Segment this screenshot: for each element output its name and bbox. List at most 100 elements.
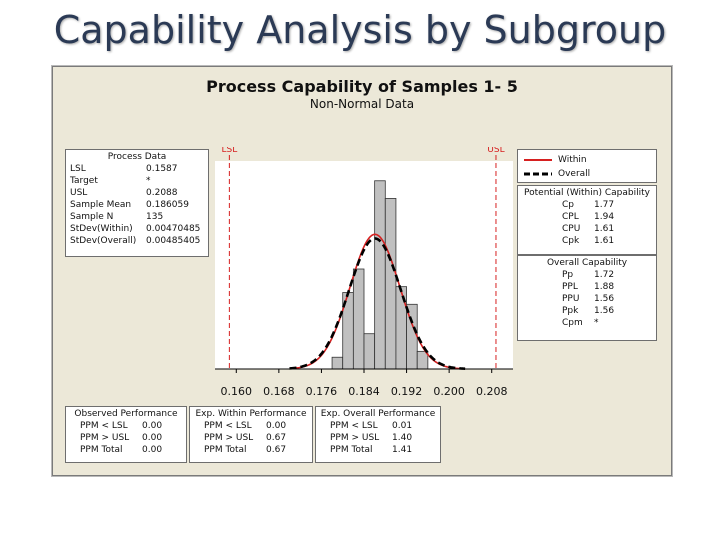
stat-row: LSL 0.1587 [66, 163, 208, 175]
stat-value: 1.94 [594, 212, 615, 222]
exp-within-performance-box: Exp. Within Performance PPM < LSL 0.00 PPM… [189, 406, 313, 463]
stat-value: 1.72 [594, 270, 615, 280]
curve-within [289, 233, 466, 370]
stat-row: PPM > USL 0.67 [190, 432, 312, 444]
histogram-plot: LSL USL [215, 147, 513, 373]
stat-row: Cpk 1.61 [518, 235, 656, 247]
stat-label: PPM > USL [330, 433, 380, 443]
stat-row: PPM > USL 0.00 [66, 432, 186, 444]
stat-row: Ppk 1.56 [518, 305, 656, 317]
stat-value: 1.88 [594, 282, 615, 292]
histogram-bar [374, 180, 386, 370]
stat-value: 1.41 [392, 445, 413, 455]
stat-row: Target * [66, 175, 208, 187]
stat-row: Sample N 135 [66, 211, 208, 223]
stat-value: 1.61 [594, 236, 615, 246]
stat-label: PPU [562, 294, 580, 304]
stat-label: PPM Total [80, 445, 123, 455]
stat-label: LSL [70, 164, 86, 174]
stat-label: PPM Total [204, 445, 247, 455]
stat-label: USL [70, 188, 88, 198]
slide-title: Capability Analysis by Subgroup [53, 8, 667, 52]
overall-capability-rows: Pp 1.72 PPL 1.88 PPU 1.56 Ppk 1.56 Cpm * [518, 269, 656, 329]
chart-panel: Process Capability of Samples 1- 5 Non-N… [52, 66, 672, 476]
curve-overall [289, 237, 466, 370]
exp-overall-performance-box: Exp. Overall Performance PPM < LSL 0.01 PP… [315, 406, 441, 463]
stat-value: 135 [146, 212, 164, 222]
exp-within-performance-title: Exp. Within Performance [195, 409, 307, 419]
stat-row: Cpm * [518, 317, 656, 329]
stat-value: * [594, 318, 599, 328]
stat-label: Ppk [562, 306, 579, 316]
within-line-swatch [524, 158, 552, 161]
stat-row: Sample Mean 0.186059 [66, 199, 208, 211]
stat-row: USL 0.2088 [66, 187, 208, 199]
stat-label: Sample N [70, 212, 114, 222]
stat-label: PPL [562, 282, 578, 292]
histogram-bar [363, 333, 376, 370]
stat-label: Pp [562, 270, 574, 280]
stat-value: 0.00 [266, 421, 287, 431]
stat-label: Sample Mean [70, 200, 132, 210]
stat-row: PPM > USL 1.40 [316, 432, 440, 444]
stat-row: PPL 1.88 [518, 281, 656, 293]
stat-value: 0.1587 [146, 164, 178, 174]
observed-performance-box: Observed Performance PPM < LSL 0.00 PPM > … [65, 406, 187, 463]
overall-capability-title: Overall Capability [546, 258, 628, 268]
x-tick-label: 0.184 [348, 385, 380, 398]
legend: Within Overall [517, 149, 657, 183]
stat-row: PPU 1.56 [518, 293, 656, 305]
stat-value: 0.00485405 [146, 236, 201, 246]
histogram-bar [331, 356, 344, 370]
stat-label: StDev(Within) [70, 224, 133, 234]
stat-value: 0.00 [142, 421, 163, 431]
stat-row: Cp 1.77 [518, 199, 656, 211]
x-tick-label: 0.160 [220, 385, 253, 398]
stat-value: 0.67 [266, 433, 287, 443]
stat-value: 1.77 [594, 200, 615, 210]
stat-label: PPM Total [330, 445, 373, 455]
x-tick-label: 0.176 [305, 385, 338, 398]
stat-label: PPM < LSL [330, 421, 378, 431]
chart-subtitle: Non-Normal Data [309, 97, 415, 111]
potential-capability-title: Potential (Within) Capability [524, 188, 650, 198]
potential-capability-box: Potential (Within) Capability Cp 1.77 CPL 1… [517, 185, 657, 255]
legend-item-overall: Overall [518, 167, 656, 180]
stat-label: PPM < LSL [204, 421, 252, 431]
stat-row: StDev(Within) 0.00470485 [66, 223, 208, 235]
stat-row: CPU 1.61 [518, 223, 656, 235]
stat-value: * [146, 176, 151, 186]
legend-item-within: Within [518, 153, 656, 166]
stat-row: PPM Total 0.67 [190, 444, 312, 456]
stat-value: 1.56 [594, 306, 615, 316]
histogram-bar [384, 198, 397, 370]
stat-value: 0.00470485 [146, 224, 201, 234]
stat-row: StDev(Overall) 0.00485405 [66, 235, 208, 247]
stat-row: Pp 1.72 [518, 269, 656, 281]
overall-capability-box: Overall Capability Pp 1.72 PPL 1.88 PPU 1.56 P… [517, 255, 657, 341]
stat-label: CPL [562, 212, 579, 222]
stat-value: 0.01 [392, 421, 413, 431]
process-data-title: Process Data [107, 152, 167, 162]
stat-label: Target [70, 176, 98, 186]
stat-value: 0.67 [266, 445, 287, 455]
stat-label: StDev(Overall) [70, 236, 137, 246]
stat-label: Cpm [562, 318, 583, 328]
exp-within-performance-rows: PPM < LSL 0.00 PPM > USL 0.67 PPM Total 0.67 [190, 420, 312, 456]
stat-row: PPM Total 1.41 [316, 444, 440, 456]
stat-row: PPM Total 0.00 [66, 444, 186, 456]
stat-value: 0.186059 [146, 200, 189, 210]
stat-row: PPM < LSL 0.01 [316, 420, 440, 432]
spec-label-usl: USL [487, 147, 504, 155]
stat-label: PPM < LSL [80, 421, 128, 431]
process-data-rows: LSL 0.1587 Target * USL 0.2088 Sample Mean 0.18… [66, 163, 208, 247]
stat-value: 1.40 [392, 433, 413, 443]
histogram-bar [416, 350, 429, 370]
process-data-box: Process Data LSL 0.1587 Target * USL 0.2088 Sa… [65, 149, 209, 257]
observed-performance-title: Observed Performance [74, 409, 178, 419]
potential-capability-rows: Cp 1.77 CPL 1.94 CPU 1.61 Cpk 1.61 [518, 199, 656, 247]
stat-value: 0.00 [142, 445, 163, 455]
stat-value: 0.00 [142, 433, 163, 443]
x-tick-label: 0.200 [433, 385, 465, 398]
stat-row: CPL 1.94 [518, 211, 656, 223]
